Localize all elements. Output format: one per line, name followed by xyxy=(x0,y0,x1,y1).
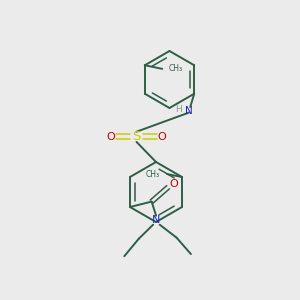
Text: O: O xyxy=(170,179,178,189)
Text: O: O xyxy=(106,131,116,142)
Text: H: H xyxy=(175,105,182,114)
Text: N: N xyxy=(152,215,160,225)
Text: S: S xyxy=(132,130,141,143)
Text: O: O xyxy=(158,131,166,142)
Text: CH₃: CH₃ xyxy=(146,169,160,178)
Text: N: N xyxy=(185,106,193,116)
Text: CH₃: CH₃ xyxy=(169,64,183,74)
